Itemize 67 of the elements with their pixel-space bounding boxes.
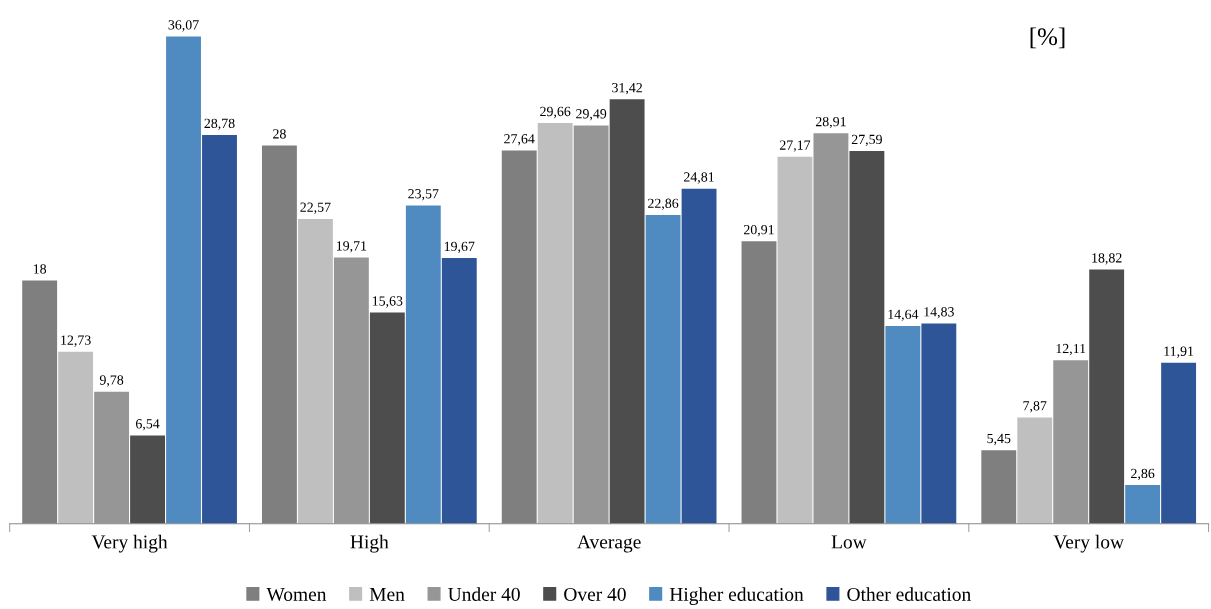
legend-label: Higher education	[669, 587, 804, 605]
data-label: 15,63	[372, 296, 403, 308]
data-label: 2,86	[1131, 468, 1155, 481]
bar	[849, 151, 885, 524]
data-label: 11,91	[1164, 346, 1194, 358]
bar	[130, 435, 165, 524]
bar	[405, 205, 441, 524]
bar	[441, 258, 477, 524]
bar	[681, 188, 717, 524]
data-label: 19,67	[444, 241, 475, 254]
bar	[94, 391, 130, 524]
data-label: 28,78	[204, 118, 235, 131]
x-tick-label: Average	[577, 535, 641, 553]
bar	[921, 323, 957, 524]
data-label: 12,73	[61, 335, 91, 347]
data-label: 36,07	[168, 20, 199, 32]
bar	[645, 214, 681, 524]
legend-label: Men	[369, 588, 405, 601]
x-tick-label: High	[350, 534, 389, 553]
legend-label: Over 40	[564, 587, 626, 601]
bar	[1161, 362, 1197, 524]
bar	[777, 156, 813, 524]
bar	[333, 257, 369, 524]
data-label: 31,42	[612, 83, 642, 95]
x-tick-label: Low	[831, 535, 867, 549]
data-label: 28	[273, 129, 286, 139]
data-label: 18,82	[1092, 253, 1122, 265]
legend-label: Under 40	[448, 587, 520, 601]
data-label: 14,83	[924, 307, 954, 319]
bar	[1053, 360, 1089, 524]
data-label: 23,57	[408, 189, 439, 201]
bar	[1125, 485, 1161, 524]
x-tick-label: Very high	[91, 534, 168, 553]
bar	[202, 135, 237, 524]
data-label: 29,49	[576, 109, 607, 121]
bar	[1089, 269, 1125, 524]
legend-label: Women	[266, 588, 327, 602]
data-label: 28,91	[815, 116, 846, 129]
data-label: 29,66	[540, 106, 571, 119]
annotation: [%]	[1030, 27, 1065, 49]
data-label: 7,87	[1023, 401, 1047, 413]
data-label: 14,64	[888, 309, 919, 322]
data-label: 5,45	[987, 433, 1011, 446]
bar	[58, 351, 94, 524]
data-label: 20,91	[743, 224, 774, 237]
data-label: 27,17	[779, 140, 811, 152]
x-tick-label: Very low	[1053, 534, 1124, 553]
bar	[369, 312, 405, 524]
bar	[1017, 417, 1053, 524]
bar	[885, 326, 921, 524]
bar	[609, 99, 645, 524]
data-label: 22,57	[300, 202, 331, 214]
data-label: 9,78	[99, 375, 124, 387]
legend-label: Other education	[847, 587, 971, 601]
data-label: 12,11	[1056, 343, 1086, 356]
bar	[537, 123, 573, 524]
data-label: 22,86	[648, 198, 679, 210]
bar	[166, 36, 201, 524]
data-label: 27,59	[851, 134, 882, 147]
bar	[297, 218, 333, 524]
data-label: 27,64	[504, 134, 535, 146]
data-label: 24,81	[684, 172, 714, 184]
data-label: 18	[33, 264, 47, 274]
bar	[573, 125, 609, 524]
bar	[813, 133, 849, 524]
data-label: 6,54	[136, 419, 160, 431]
data-label: 19,71	[336, 241, 367, 253]
